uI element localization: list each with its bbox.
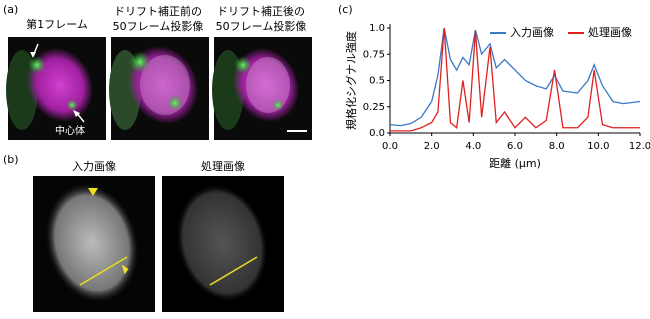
micrograph xyxy=(33,176,155,312)
y-tick-label: 0.5 xyxy=(369,76,385,87)
x-tick-label: 0.0 xyxy=(382,141,398,152)
x-tick-label: 6.0 xyxy=(507,141,523,152)
x-tick-label: 12.0 xyxy=(629,141,650,152)
image-title: ドリフト補正前の xyxy=(114,4,202,18)
micrograph xyxy=(109,37,209,140)
x-tick-label: 8.0 xyxy=(549,141,565,152)
y-tick-label: 1.0 xyxy=(369,23,385,34)
y-tick-label: 0.75 xyxy=(363,49,385,60)
panel-label: (c) xyxy=(338,3,353,16)
panel-label: (b) xyxy=(3,153,19,166)
micrograph xyxy=(162,176,284,312)
micrograph xyxy=(212,37,312,140)
x-tick-label: 2.0 xyxy=(424,141,440,152)
annotation: 中心体 xyxy=(55,124,85,137)
y-axis-label: 規格化シグナル強度 xyxy=(344,31,358,130)
panel-label: (a) xyxy=(3,3,18,16)
image-title: 50フレーム投影像 xyxy=(216,19,307,33)
image-title: 入力画像 xyxy=(72,160,116,173)
line xyxy=(389,27,641,127)
x-axis-label: 距離 (μm) xyxy=(489,156,541,170)
image-title: 処理画像 xyxy=(201,160,245,173)
chart: 0.0 0.25 0.5 0.75 1.0 0.0 2.0 4.0 6.0 8.0 10.0 12.0… xyxy=(344,23,650,170)
y-tick-label: 0.0 xyxy=(369,128,385,139)
legend-label: 処理画像 xyxy=(588,26,632,39)
line xyxy=(390,27,640,132)
y-tick-label: 0.25 xyxy=(363,102,385,113)
image-title: 50フレーム投影像 xyxy=(113,19,204,33)
x-tick-label: 10.0 xyxy=(587,141,609,152)
legend-label: 入力画像 xyxy=(510,26,554,39)
image-title: 第1フレーム xyxy=(26,17,88,31)
micrograph: 中心体 xyxy=(6,37,106,140)
image-title: ドリフト補正後の xyxy=(217,4,305,18)
x-tick-label: 4.0 xyxy=(465,141,481,152)
